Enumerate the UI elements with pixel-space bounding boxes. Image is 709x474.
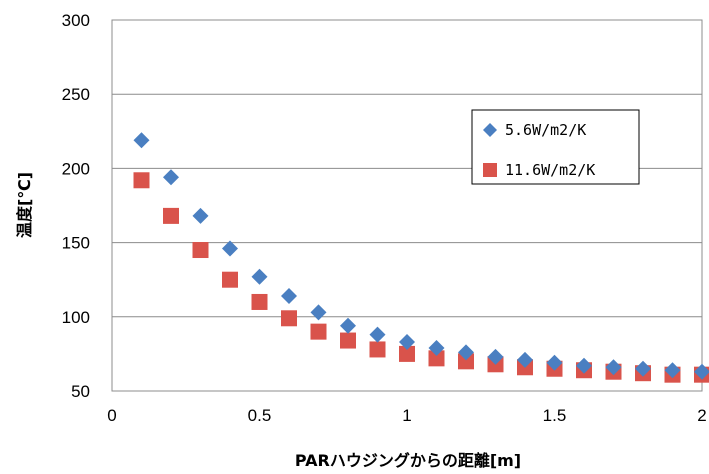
y-tick-label: 100 [62,308,90,327]
data-point-diamond [399,334,415,351]
y-tick-label: 200 [62,159,90,178]
y-axis-title: 温度[℃] [15,172,34,239]
legend-box [471,109,640,185]
data-point-square [251,293,268,310]
data-point-diamond [635,360,651,377]
data-point-diamond [487,348,504,365]
data-point-diamond [281,288,297,305]
data-point-square [458,353,474,370]
x-tick-label: 2 [697,406,706,425]
legend-label-series-2: 11.6W/m2/K [505,161,595,179]
legend-marker-square [483,163,497,177]
data-point-diamond [340,317,356,334]
y-tick-label: 300 [62,11,90,30]
data-point-diamond [251,268,268,285]
data-points [133,132,709,383]
legend-label-series-1: 5.6W/m2/K [505,121,586,139]
data-point-diamond [605,359,622,376]
legend: 5.6W/m2/K 11.6W/m2/K [471,109,640,185]
data-point-square [399,345,415,362]
gridlines [112,93,702,318]
data-point-diamond [546,354,563,371]
x-tick-labels: 0 0.5 1 1.5 2 [107,406,706,425]
data-point-diamond [576,357,592,374]
data-point-square [222,271,238,288]
x-tick-label: 1 [402,406,411,425]
data-point-diamond [428,339,445,356]
data-point-diamond [133,132,150,149]
data-point-diamond [664,362,681,379]
data-point-square [340,332,356,349]
data-point-diamond [694,363,709,380]
data-point-diamond [458,344,474,361]
x-axis-title: PARハウジングからの距離[m] [295,451,521,470]
data-point-square [133,172,150,189]
data-point-diamond [163,169,179,186]
x-tick-label: 0 [107,406,116,425]
data-point-diamond [310,304,327,321]
x-tick-label: 1.5 [543,406,567,425]
plot-area [111,19,703,392]
x-tick-label: 0.5 [248,406,272,425]
legend-marker-diamond [483,123,497,137]
data-point-square [192,242,209,259]
data-point-square [369,341,386,358]
y-tick-label: 50 [71,382,90,401]
data-point-square [163,207,179,224]
y-tick-label: 250 [62,85,90,104]
y-tick-label: 150 [62,234,90,253]
data-point-square [428,350,445,367]
data-point-diamond [369,326,386,343]
data-point-square [310,323,327,340]
data-point-diamond [192,207,209,224]
data-point-square [281,310,297,327]
data-point-diamond [517,351,533,368]
y-tick-labels: 50 100 150 200 250 300 [62,11,90,401]
data-point-diamond [222,240,238,257]
